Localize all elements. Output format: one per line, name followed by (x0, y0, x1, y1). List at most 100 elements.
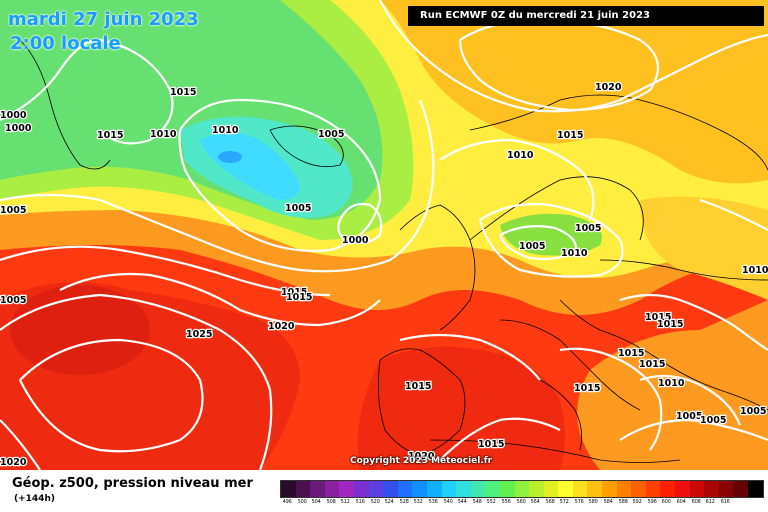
colorbar-label: 568 (545, 499, 555, 505)
colorbar-swatch (529, 481, 544, 497)
colorbar-label: 500 (297, 499, 307, 505)
colorbar-swatch (353, 481, 369, 497)
isobar-label: 1010 (212, 125, 239, 136)
colorbar-label: 528 (399, 499, 409, 505)
isobar-label: 1015 (618, 348, 644, 359)
isobar-label: 1020 (268, 321, 295, 332)
colorbar-swatch (383, 481, 398, 497)
isobar-label: 1015 (557, 130, 583, 141)
colorbar-label: 608 (691, 499, 701, 505)
isobar-label: 1010 (507, 150, 534, 161)
isobar-label: 1015 (281, 287, 307, 298)
colorbar-label: 584 (603, 499, 613, 505)
colorbar-swatch (295, 481, 311, 497)
isobar-label: 1015 (645, 312, 671, 323)
isobar-label: 1000 (5, 123, 32, 134)
map-canvas: 1015 1000 1000 1015 1010 1010 1005 1005 … (0, 0, 768, 470)
colorbar-label: 612 (705, 499, 716, 505)
isobar-label: 1020 (595, 82, 622, 93)
colorbar-swatch (499, 481, 515, 497)
isobar-label: 1015 (478, 439, 504, 450)
colorbar-label: 556 (501, 499, 511, 505)
isobar-label: 1010 (658, 378, 685, 389)
forecast-date: mardi 27 juin 2023 (8, 9, 199, 30)
colorbar-swatch (616, 481, 632, 497)
isobar-label: 1015 (97, 130, 123, 141)
colorbar-label: 548 (472, 499, 482, 505)
colorbar-label: 536 (428, 499, 438, 505)
colorbar-swatch (660, 481, 676, 497)
colorbar-swatch (645, 481, 661, 497)
forecast-time: 2:00 locale (10, 33, 121, 54)
colorbar-label: 560 (516, 499, 526, 505)
isobar-label: 1020 (0, 457, 27, 468)
colorbar-swatch (324, 481, 340, 497)
colorbar-swatch (426, 481, 442, 497)
orange-east (640, 196, 768, 300)
colorbar-label: 592 (633, 499, 643, 505)
colorbar-label: 540 (443, 499, 453, 505)
pressure-labels: 1015 1000 1000 1015 1010 1010 1005 1005 … (0, 81, 768, 470)
colorbar-label: 520 (370, 499, 380, 505)
colorbar-label: 616 (720, 499, 730, 505)
colorbar-swatch (412, 481, 427, 497)
isobar-label: 1005 (519, 241, 545, 252)
isobar-label: 1015 (639, 359, 665, 370)
isobar-label: 1005 (0, 205, 26, 216)
isobar-label: 1005 (318, 129, 344, 140)
isobar-label: 1005 (740, 406, 766, 417)
isobar-label: 1020 (408, 451, 435, 462)
colorbar-label: 508 (326, 499, 336, 505)
colorbar-swatch (572, 481, 588, 497)
colorbar-swatch (704, 481, 719, 497)
colorbar (280, 480, 764, 498)
colorbar-swatch (441, 481, 457, 497)
cyan-core (200, 132, 300, 200)
colorbar-label: 524 (384, 499, 394, 505)
colorbar-swatch (675, 481, 690, 497)
colorbar-label: 516 (355, 499, 365, 505)
weather-map: 1015 1000 1000 1015 1010 1010 1005 1005 … (0, 0, 768, 470)
colorbar-swatch (602, 481, 617, 497)
colorbar-swatch (587, 481, 603, 497)
colorbar-swatch (456, 481, 471, 497)
orange-north (380, 0, 768, 184)
copyright: Copyright 2023 Meteociel.fr (350, 456, 493, 466)
colorbar-swatch (733, 481, 748, 497)
colorbar-label: 564 (530, 499, 540, 505)
isobar-label: 1005 (700, 415, 726, 426)
blue-core (218, 151, 242, 163)
isobar-label: 1015 (170, 87, 196, 98)
colorbar-label: 552 (487, 499, 497, 505)
colorbar-swatch (689, 481, 705, 497)
colorbar-label: 600 (662, 499, 672, 505)
colorbar-label: 504 (311, 499, 322, 505)
colorbar-label: 588 (618, 499, 628, 505)
colorbar-swatch (310, 481, 325, 497)
colorbar-swatch (514, 481, 530, 497)
colorbar-label: 572 (560, 499, 570, 505)
isobar-label: 1015 (574, 383, 600, 394)
isobar-label: 1010 (742, 265, 768, 276)
colorbar-label: 512 (341, 499, 351, 505)
colorbar-swatch (397, 481, 413, 497)
isobar-label: 1010 (561, 248, 588, 259)
colorbar-swatch (339, 481, 354, 497)
colorbar-label: 604 (676, 499, 686, 505)
red-iberia (357, 346, 565, 470)
isobar-label: 1000 (0, 110, 27, 121)
isobar-label: 1010 (150, 129, 177, 140)
colorbar-label: 576 (574, 499, 584, 505)
colorbar-swatch (543, 481, 559, 497)
colorbar-label: 580 (589, 499, 599, 505)
colorbar-swatch (558, 481, 573, 497)
isobar-label: 1025 (186, 329, 212, 340)
colorbar-label: 496 (282, 499, 292, 505)
colorbar-label: 532 (414, 499, 424, 505)
colorbar-swatch (748, 481, 763, 497)
map-title: Géop. z500, pression niveau mer (12, 476, 253, 491)
isobar-label: 1015 (405, 381, 431, 392)
colorbar-labels: 496 500 504 508 512 516 520 524 528 532 536 540 544 5… (280, 499, 732, 505)
red-atlantic-core (10, 285, 150, 375)
colorbar-swatch (718, 481, 734, 497)
